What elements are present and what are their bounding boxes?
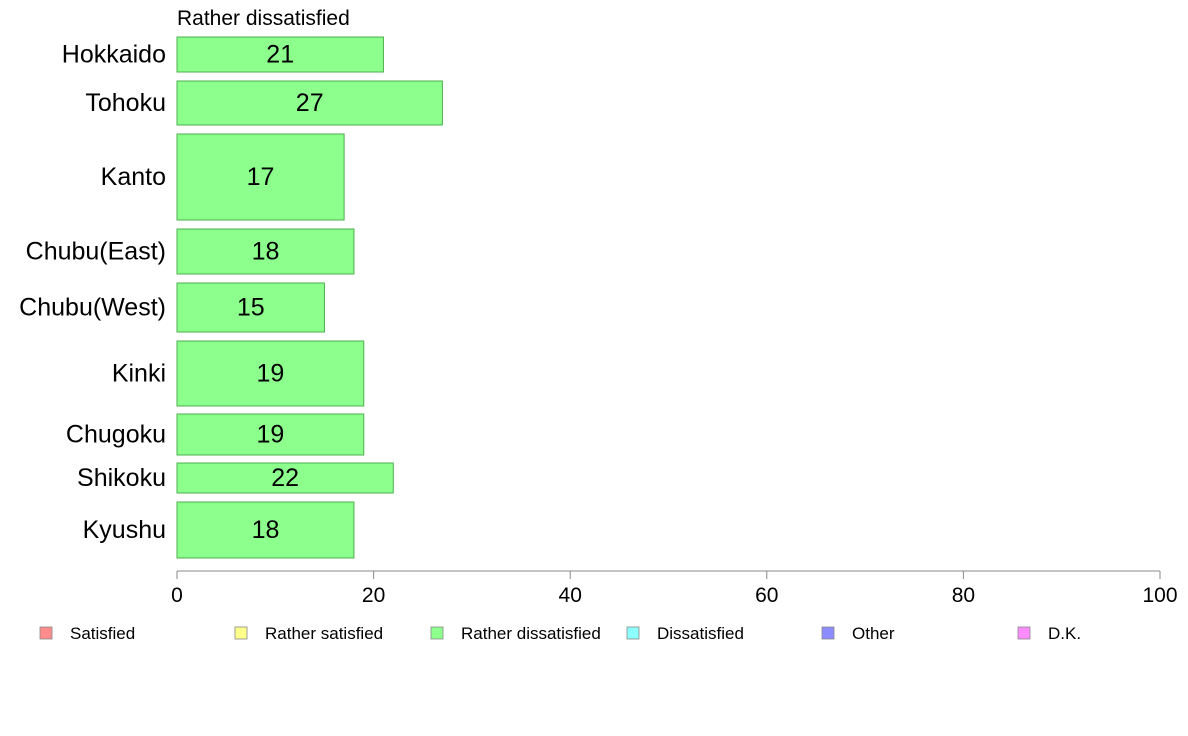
category-label: Kyushu [83, 516, 166, 544]
category-label: Chubu(West) [19, 294, 166, 322]
legend-swatch [234, 626, 248, 640]
bar-value-label: 18 [252, 516, 280, 544]
legend-label: Rather dissatisfied [461, 624, 601, 643]
bar-kyushu [176, 501, 355, 559]
category-label: Chugoku [66, 421, 166, 449]
bar-value-label: 17 [247, 163, 275, 191]
category-label: Tohoku [85, 89, 166, 117]
bar-chubu-west [176, 282, 325, 333]
x-tick-label: 20 [362, 584, 385, 607]
bar-shikoku [176, 462, 394, 494]
bar-value-label: 18 [252, 238, 280, 266]
bar-value-label: 19 [256, 360, 284, 388]
chart-title: Rather dissatisfied [177, 7, 350, 30]
category-label: Shikoku [77, 464, 166, 492]
bar-value-label: 22 [271, 464, 299, 492]
category-label: Kanto [101, 163, 166, 191]
legend-label: D.K. [1048, 624, 1081, 643]
bar-tohoku [176, 80, 443, 126]
bar-value-label: 19 [256, 421, 284, 449]
x-tick-label: 40 [559, 584, 582, 607]
legend-swatch [626, 626, 640, 640]
x-tick-label: 0 [171, 584, 183, 607]
bar-value-label: 15 [237, 294, 265, 322]
bar-value-label: 27 [296, 89, 324, 117]
legend-swatch [821, 626, 835, 640]
bar-chugoku [176, 413, 365, 456]
x-tick-label: 60 [755, 584, 778, 607]
bars-group: Hokkaido 21 Tohoku 27 Kanto 17 Chubu(East) 18 Ch… [19, 36, 443, 559]
x-axis: 0 20 40 60 80 100 [171, 570, 1178, 607]
legend-swatch [1017, 626, 1031, 640]
category-label: Hokkaido [62, 41, 166, 69]
legend-label: Dissatisfied [657, 624, 744, 643]
legend-label: Satisfied [70, 624, 135, 643]
legend-swatch [39, 626, 53, 640]
bar-kinki [176, 340, 365, 407]
bar-value-label: 21 [266, 41, 294, 69]
category-label: Chubu(East) [26, 238, 166, 266]
legend-label: Other [852, 624, 895, 643]
bar-hokkaido [176, 36, 384, 73]
x-tick-label: 100 [1142, 584, 1177, 607]
legend: Satisfied Rather satisfied Rather dissatis… [39, 624, 1081, 643]
bar-kanto [176, 133, 345, 221]
legend-label: Rather satisfied [265, 624, 383, 643]
bar-chubu-east [176, 228, 355, 275]
x-tick-label: 80 [952, 584, 975, 607]
legend-swatch [430, 626, 444, 640]
category-label: Kinki [112, 360, 166, 388]
